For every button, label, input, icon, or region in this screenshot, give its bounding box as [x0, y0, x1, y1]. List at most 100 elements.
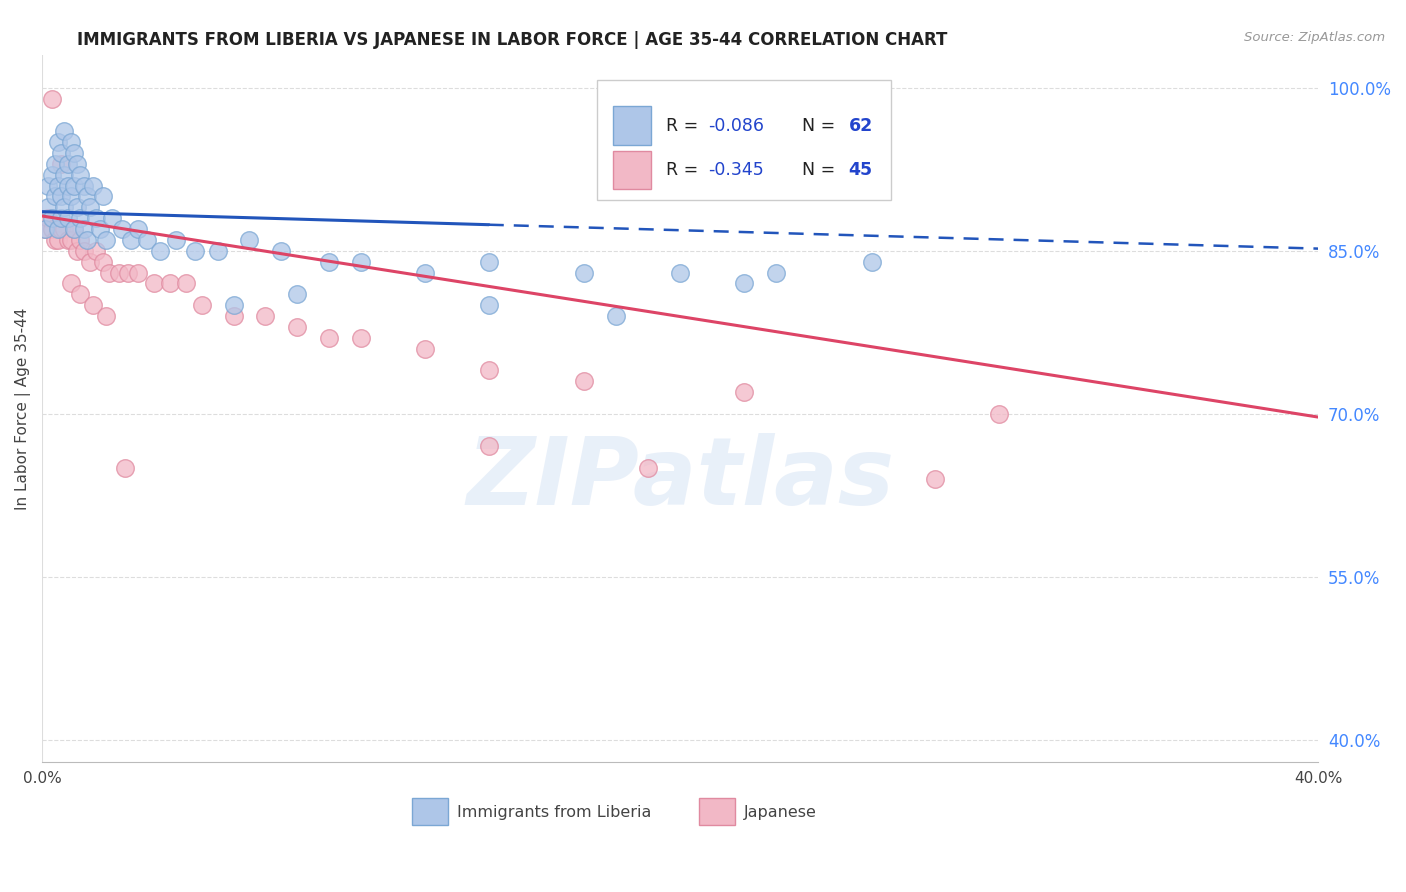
Point [574, 266, 596, 280]
Point [733, 277, 755, 291]
Point [66, 200, 89, 214]
Point [53, 222, 76, 236]
Text: Immigrants from Liberia: Immigrants from Liberia [457, 805, 651, 820]
Point [59, 233, 82, 247]
Point [159, 277, 181, 291]
Point [46, 233, 69, 247]
Point [59, 189, 82, 203]
Point [69, 287, 91, 301]
Point [86, 244, 108, 258]
Point [101, 211, 124, 226]
Text: IMMIGRANTS FROM LIBERIA VS JAPANESE IN LABOR FORCE | AGE 35-44 CORRELATION CHART: IMMIGRANTS FROM LIBERIA VS JAPANESE IN L… [77, 31, 948, 49]
Point [117, 266, 139, 280]
Point [478, 254, 501, 268]
Point [59, 135, 82, 149]
Point [413, 342, 436, 356]
FancyBboxPatch shape [598, 80, 891, 200]
Text: Japanese: Japanese [744, 805, 817, 820]
Point [350, 331, 373, 345]
Point [318, 331, 340, 345]
Point [350, 254, 373, 268]
Point [46, 222, 69, 236]
Point [53, 200, 76, 214]
Point [76, 233, 98, 247]
Point [285, 287, 308, 301]
Point [86, 211, 108, 226]
Text: 62: 62 [849, 117, 873, 135]
Point [413, 266, 436, 280]
Point [37, 211, 59, 226]
Point [37, 178, 59, 193]
Point [66, 244, 89, 258]
Point [44, 157, 66, 171]
Point [51, 157, 73, 171]
Point [190, 298, 212, 312]
Text: N =: N = [792, 117, 841, 135]
Point [41, 168, 63, 182]
Point [318, 254, 340, 268]
Point [63, 178, 86, 193]
Point [669, 266, 692, 280]
Point [605, 309, 627, 323]
Point [46, 222, 69, 236]
Point [254, 309, 277, 323]
Point [41, 222, 63, 236]
Point [120, 233, 142, 247]
Point [51, 211, 73, 226]
Point [733, 385, 755, 400]
Text: Source: ZipAtlas.com: Source: ZipAtlas.com [1244, 31, 1385, 45]
FancyBboxPatch shape [412, 798, 449, 825]
Point [69, 233, 91, 247]
Point [149, 244, 172, 258]
Point [478, 439, 501, 453]
Point [53, 124, 76, 138]
Point [765, 266, 787, 280]
Point [114, 461, 136, 475]
Point [924, 472, 946, 486]
Point [72, 222, 94, 236]
FancyBboxPatch shape [613, 106, 651, 145]
Point [76, 189, 98, 203]
Y-axis label: In Labor Force | Age 35-44: In Labor Force | Age 35-44 [15, 307, 31, 509]
Point [207, 244, 229, 258]
Text: R =: R = [666, 161, 704, 179]
Point [46, 178, 69, 193]
Point [34, 222, 56, 236]
Text: -0.086: -0.086 [709, 117, 765, 135]
FancyBboxPatch shape [613, 151, 651, 189]
Point [44, 233, 66, 247]
Point [53, 168, 76, 182]
Point [41, 92, 63, 106]
Point [89, 222, 111, 236]
Point [94, 309, 117, 323]
Point [127, 266, 149, 280]
Point [34, 222, 56, 236]
Point [69, 168, 91, 182]
Point [69, 211, 91, 226]
Point [174, 277, 197, 291]
Point [98, 266, 121, 280]
Point [165, 233, 187, 247]
Point [56, 233, 79, 247]
Point [63, 222, 86, 236]
Point [184, 244, 207, 258]
Point [860, 254, 883, 268]
Point [79, 200, 101, 214]
Text: -0.345: -0.345 [709, 161, 763, 179]
Point [637, 461, 659, 475]
Point [46, 135, 69, 149]
Point [51, 145, 73, 160]
Point [478, 298, 501, 312]
Point [56, 157, 79, 171]
Text: R =: R = [666, 117, 704, 135]
Point [478, 363, 501, 377]
Point [66, 157, 89, 171]
Point [222, 309, 245, 323]
Point [136, 233, 159, 247]
Point [51, 222, 73, 236]
FancyBboxPatch shape [699, 798, 735, 825]
Point [285, 319, 308, 334]
Point [91, 189, 114, 203]
Point [59, 277, 82, 291]
Point [72, 244, 94, 258]
